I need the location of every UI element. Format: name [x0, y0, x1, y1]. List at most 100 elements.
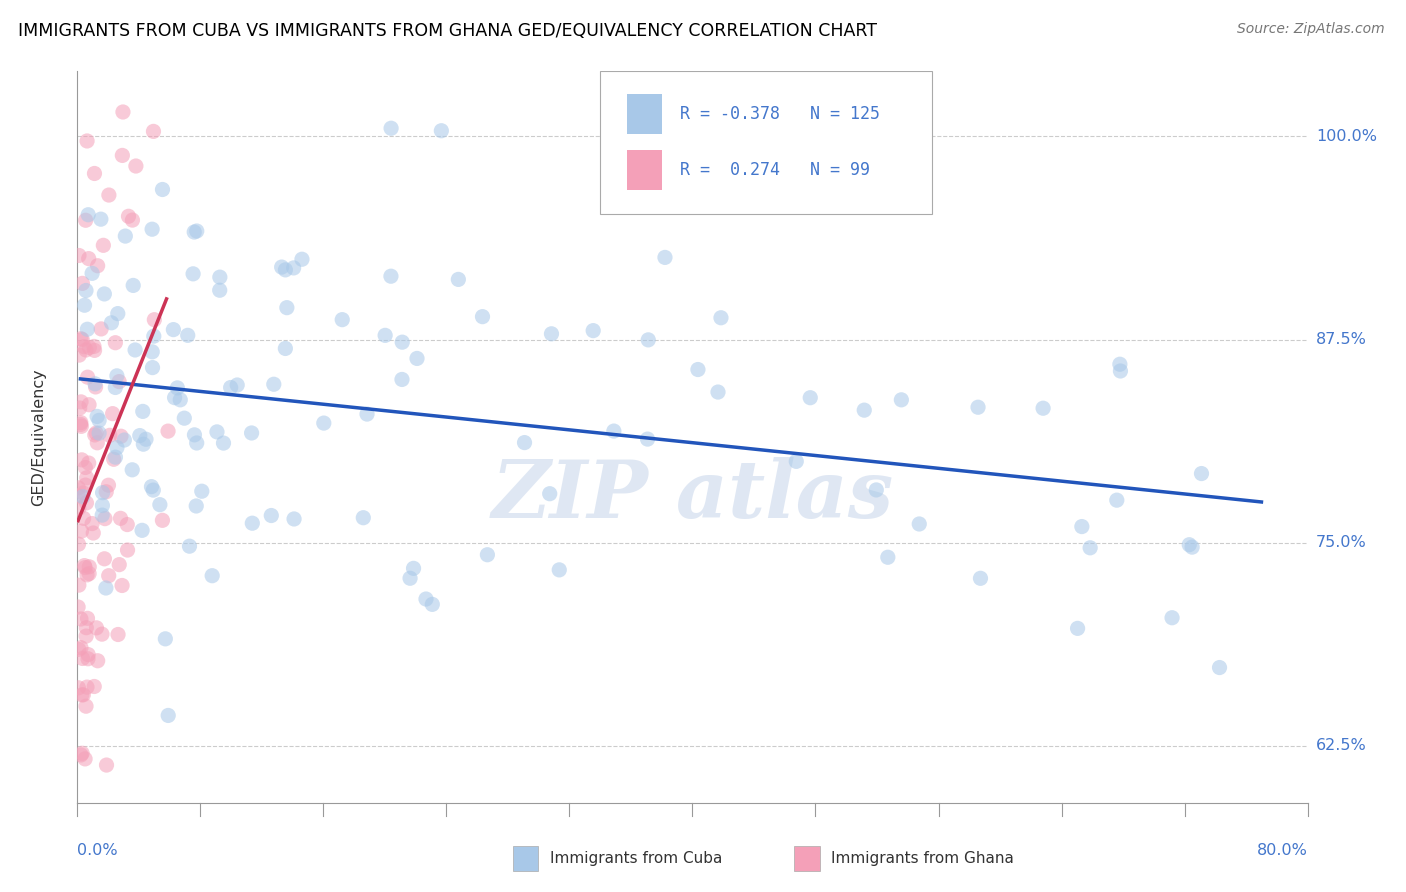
Point	[969, 571, 991, 585]
Point	[152, 513, 174, 527]
Point	[330, 312, 353, 326]
Point	[93, 551, 115, 566]
Point	[121, 213, 143, 227]
Point	[131, 524, 153, 538]
Point	[75, 496, 97, 510]
Point	[103, 452, 125, 467]
Point	[67, 681, 90, 695]
Point	[181, 267, 204, 281]
Point	[91, 627, 114, 641]
Point	[67, 481, 90, 495]
Text: 87.5%: 87.5%	[1316, 332, 1367, 347]
Point	[93, 287, 115, 301]
Point	[67, 348, 90, 362]
Point	[83, 339, 105, 353]
Point	[76, 680, 98, 694]
Point	[637, 333, 659, 347]
Point	[391, 335, 413, 350]
Point	[890, 392, 912, 407]
Point	[865, 483, 887, 497]
Text: Source: ZipAtlas.com: Source: ZipAtlas.com	[1237, 22, 1385, 37]
Text: Immigrants from Ghana: Immigrants from Ghana	[831, 851, 1014, 865]
Point	[76, 370, 98, 384]
Point	[114, 229, 136, 244]
Point	[104, 335, 127, 350]
Point	[97, 478, 120, 492]
Point	[91, 499, 114, 513]
Text: GED/Equivalency: GED/Equivalency	[31, 368, 46, 506]
Point	[86, 435, 108, 450]
Point	[603, 424, 626, 438]
Point	[707, 385, 730, 400]
Point	[76, 134, 98, 148]
Point	[270, 260, 292, 274]
Text: 100.0%: 100.0%	[1316, 128, 1376, 144]
Point	[75, 560, 97, 574]
Point	[122, 278, 145, 293]
Bar	[627, 150, 662, 190]
Point	[75, 284, 97, 298]
Point	[125, 159, 148, 173]
Point	[157, 424, 180, 438]
Point	[110, 429, 132, 443]
Point	[276, 301, 298, 315]
Point	[471, 310, 494, 324]
Point	[226, 378, 249, 392]
Point	[1191, 467, 1213, 481]
Point	[67, 489, 90, 503]
Point	[183, 225, 205, 239]
Point	[79, 341, 101, 355]
Point	[477, 548, 499, 562]
Text: Immigrants from Cuba: Immigrants from Cuba	[550, 851, 723, 865]
Point	[240, 425, 263, 440]
Point	[86, 409, 108, 424]
Point	[399, 571, 422, 585]
Point	[430, 124, 453, 138]
Point	[179, 539, 201, 553]
Point	[87, 426, 110, 441]
Point	[166, 381, 188, 395]
Point	[169, 392, 191, 407]
Text: 80.0%: 80.0%	[1257, 843, 1308, 858]
Point	[274, 263, 297, 277]
Point	[1066, 621, 1088, 635]
Point	[157, 708, 180, 723]
Point	[69, 401, 91, 415]
Point	[538, 486, 561, 500]
Point	[75, 343, 97, 357]
Point	[240, 516, 263, 531]
Point	[96, 758, 118, 772]
Point	[1109, 357, 1132, 371]
Point	[402, 561, 425, 575]
Point	[77, 208, 100, 222]
Point	[70, 332, 93, 346]
Point	[1109, 364, 1132, 378]
Point	[84, 426, 107, 441]
Point	[76, 567, 98, 582]
Point	[191, 484, 214, 499]
Point	[69, 417, 91, 432]
Point	[90, 212, 112, 227]
Point	[101, 407, 124, 421]
Point	[69, 416, 91, 430]
Point	[67, 642, 90, 657]
Point	[112, 433, 135, 447]
Point	[1178, 538, 1201, 552]
Point	[72, 511, 94, 525]
Point	[152, 182, 174, 196]
Point	[177, 328, 200, 343]
Point	[263, 377, 285, 392]
Point	[107, 307, 129, 321]
Point	[380, 269, 402, 284]
Point	[283, 512, 305, 526]
Point	[86, 259, 108, 273]
Point	[97, 188, 120, 202]
Point	[70, 333, 93, 347]
Point	[72, 651, 94, 665]
Point	[93, 238, 115, 252]
Point	[76, 611, 98, 625]
Text: 0.0%: 0.0%	[77, 843, 118, 858]
Point	[274, 342, 297, 356]
Point	[447, 272, 470, 286]
Point	[374, 328, 396, 343]
